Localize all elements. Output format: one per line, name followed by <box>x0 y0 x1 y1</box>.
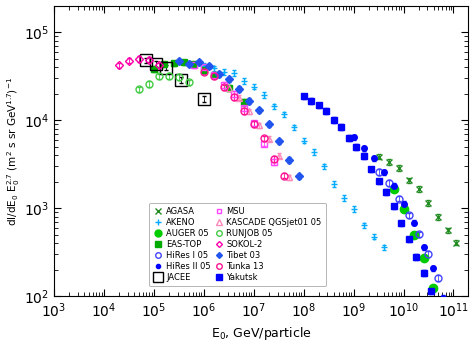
Legend: AGASA, AKENO, AUGER 05, EAS-TOP, HiRes I 05, HiRes II 05, JACEE, MSU, KASCADE QG: AGASA, AKENO, AUGER 05, EAS-TOP, HiRes I… <box>149 203 326 286</box>
Y-axis label: dI/dE$_0$ E$_0^{2.7}$ (m$^2$ s sr GeV$^{1.7}$)$^{-1}$: dI/dE$_0$ E$_0^{2.7}$ (m$^2$ s sr GeV$^{… <box>6 77 22 226</box>
X-axis label: E$_0$, GeV/particle: E$_0$, GeV/particle <box>211 325 311 342</box>
